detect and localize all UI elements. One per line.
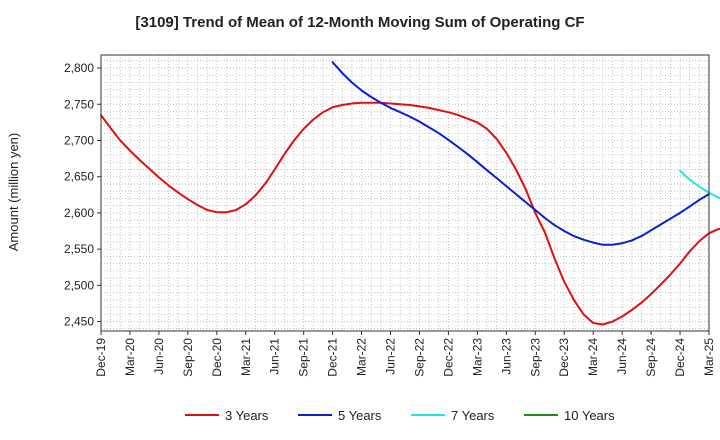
x-tick-label: Dec-19 [94, 338, 108, 377]
x-tick-label: Sep-22 [412, 338, 426, 377]
series-line-7-years [679, 169, 720, 200]
y-tick-label: 2,500 [64, 278, 94, 292]
legend-label-5-years: 5 Years [338, 408, 382, 423]
x-tick-label: Mar-20 [123, 338, 137, 376]
x-tick-label: Dec-20 [210, 338, 224, 377]
y-axis: 2,450 2,500 2,550 2,600 2,650 2,700 2,750 2,800 [64, 61, 101, 329]
legend-label-7-years: 7 Years [451, 408, 495, 423]
x-tick-label: Jun-24 [615, 338, 629, 375]
x-tick-label: Mar-21 [239, 338, 253, 376]
x-tick-label: Sep-24 [644, 338, 658, 377]
y-tick-label: 2,450 [64, 315, 94, 329]
series-line-3-years [100, 101, 720, 326]
x-tick-label: Sep-20 [181, 338, 195, 377]
x-tick-label: Jun-23 [499, 338, 513, 375]
x-tick-label: Dec-22 [441, 338, 455, 377]
x-tick-label: Jun-22 [384, 338, 398, 375]
chart-title: [3109] Trend of Mean of 12-Month Moving … [135, 14, 585, 31]
grid-layer [101, 55, 709, 331]
x-tick-label: Mar-25 [702, 338, 716, 376]
series-line-5-years [331, 61, 710, 246]
y-tick-label: 2,800 [64, 61, 94, 75]
x-axis: Dec-19 Mar-20 Jun-20 Sep-20 Dec-20 Mar-21 Jun-… [94, 331, 716, 377]
legend-label-10-years: 10 Years [564, 408, 615, 423]
legend: 3 Years 5 Years 7 Years 10 Years [185, 408, 615, 423]
y-tick-label: 2,600 [64, 206, 94, 220]
x-tick-label: Sep-21 [297, 338, 311, 377]
y-tick-label: 2,750 [64, 97, 94, 111]
x-tick-label: Mar-24 [586, 338, 600, 376]
x-tick-label: Sep-23 [528, 338, 542, 377]
x-tick-label: Dec-23 [557, 338, 571, 377]
y-tick-label: 2,700 [64, 133, 94, 147]
x-tick-label: Dec-21 [326, 338, 340, 377]
y-tick-label: 2,550 [64, 242, 94, 256]
x-tick-label: Mar-23 [470, 338, 484, 376]
legend-label-3-years: 3 Years [225, 408, 269, 423]
x-tick-label: Dec-24 [673, 338, 687, 377]
x-tick-label: Mar-22 [355, 338, 369, 376]
x-tick-label: Jun-20 [152, 338, 166, 375]
x-tick-label: Jun-21 [268, 338, 282, 375]
y-axis-label: Amount (million yen) [6, 133, 21, 252]
y-tick-label: 2,650 [64, 170, 94, 184]
plot-frame [100, 54, 710, 332]
series-layer [100, 61, 720, 326]
